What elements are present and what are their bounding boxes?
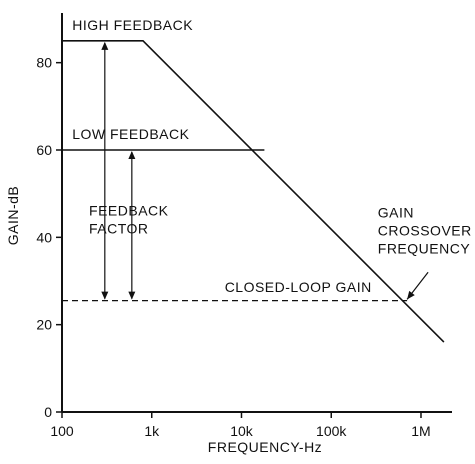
y-tick-label: 20 (36, 317, 52, 333)
gain-crossover-label: FREQUENCY (378, 241, 471, 257)
arrowhead-up (128, 151, 136, 159)
gain-crossover-label: GAIN (378, 205, 414, 221)
y-tick-label: 60 (36, 142, 52, 158)
high-feedback-label: HIGH FEEDBACK (72, 17, 193, 33)
x-tick-label: 1k (144, 423, 160, 439)
annotations: HIGH FEEDBACK LOW FEEDBACK CLOSED-LOOP GAI… (72, 17, 472, 295)
x-tick-label: 100 (50, 423, 74, 439)
arrowhead-down (128, 291, 136, 300)
x-tick-label: 10k (230, 423, 254, 439)
closed-loop-gain-label: CLOSED-LOOP GAIN (225, 279, 372, 295)
crossover-arrowhead (407, 290, 415, 300)
x-tick-label: 1M (411, 423, 430, 439)
low-feedback-label: LOW FEEDBACK (72, 126, 189, 142)
y-tick-label: 40 (36, 229, 52, 245)
y-tick-label: 0 (44, 404, 52, 420)
arrowhead-down (101, 291, 109, 300)
x-tick-label: 100k (316, 423, 347, 439)
tick-labels: 0 20 40 60 80 100 1k 10k 100k 1M (36, 55, 430, 439)
axis-ticks (56, 61, 422, 418)
y-tick-label: 80 (36, 55, 52, 71)
arrowhead-up (101, 41, 109, 50)
feedback-factor-label: FEEDBACK (89, 203, 169, 219)
gain-crossover-label: CROSSOVER (378, 223, 472, 239)
x-axis-label: FREQUENCY-Hz (208, 439, 322, 455)
y-axis-label: GAIN-dB (5, 186, 21, 246)
plot-area (61, 13, 452, 413)
feedback-factor-label: FACTOR (89, 221, 149, 237)
gain-curve (62, 39, 445, 343)
